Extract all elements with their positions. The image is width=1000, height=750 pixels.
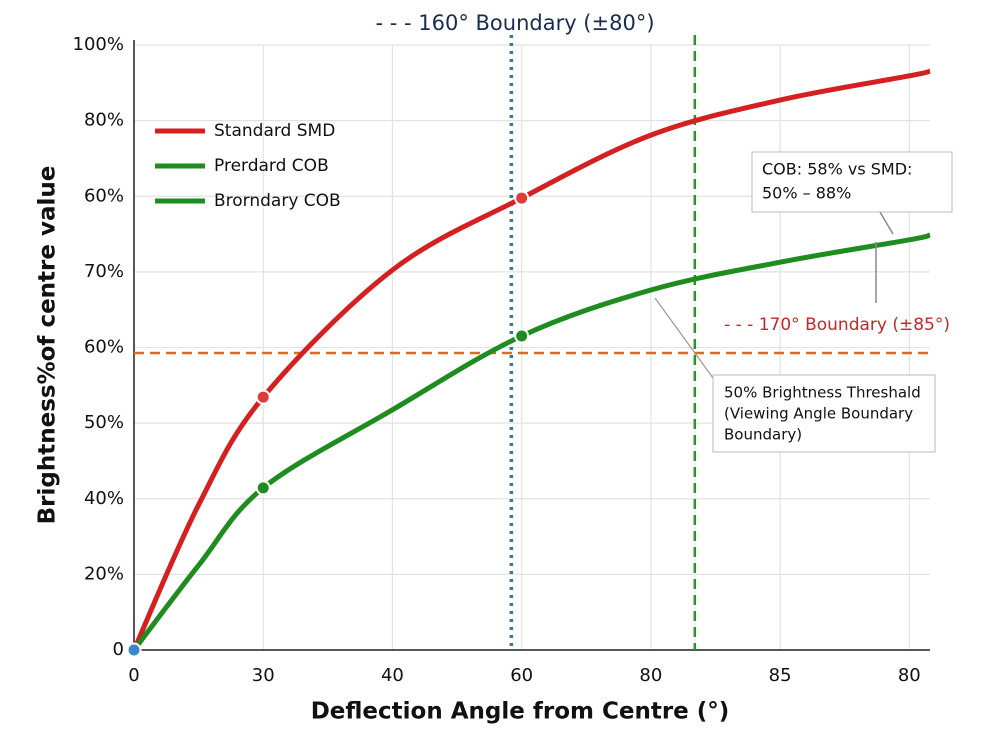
y-tick-label: 80%: [84, 110, 124, 131]
marker: [514, 328, 530, 344]
annotation: 50% – 88%: [762, 184, 851, 203]
y-tick-label: 60%: [84, 185, 124, 206]
annotation: (Viewing Angle Boundary: [724, 405, 913, 423]
y-tick-label: 70%: [84, 261, 124, 282]
legend-label: Brorndary COB: [214, 191, 341, 211]
y-tick-label: 20%: [84, 563, 124, 584]
x-tick-label: 60: [510, 665, 533, 686]
marker: [255, 389, 271, 405]
x-tick-label: 0: [128, 665, 139, 686]
annotation: 50% Brightness Threshald: [724, 384, 921, 402]
leader-line: [879, 211, 894, 235]
legend-label: Standard SMD: [214, 121, 335, 141]
x-tick-label: 80: [639, 665, 662, 686]
y-tick-label: 100%: [73, 34, 124, 55]
leader-line: [654, 297, 714, 379]
x-tick-label: 80: [898, 665, 921, 686]
legend-label: Prerdard COB: [214, 156, 329, 176]
series-line: [132, 232, 931, 652]
chart-title: - - - 160° Boundary (±80°): [375, 11, 654, 35]
y-axis-label: Brightness%of centre value: [35, 166, 61, 525]
x-tick-label: 30: [252, 665, 275, 686]
series-line: [131, 68, 931, 652]
x-tick-label: 85: [769, 665, 792, 686]
y-tick-label: 0: [113, 639, 124, 660]
annotation: - - - 170° Boundary (±85°): [724, 315, 950, 335]
annotation-box: [751, 151, 953, 213]
y-tick-label: 50%: [84, 412, 124, 433]
annotation-box: [712, 374, 936, 453]
marker: [514, 190, 530, 206]
marker: [255, 480, 271, 496]
y-tick-label: 60%: [84, 337, 124, 358]
y-tick-label: 40%: [84, 488, 124, 509]
x-tick-label: 40: [381, 665, 404, 686]
x-axis-label: Deflection Angle from Centre (°): [311, 699, 730, 725]
annotation: COB: 58% vs SMD:: [762, 160, 912, 179]
annotation: Boundary): [724, 426, 802, 444]
marker: [126, 642, 142, 658]
